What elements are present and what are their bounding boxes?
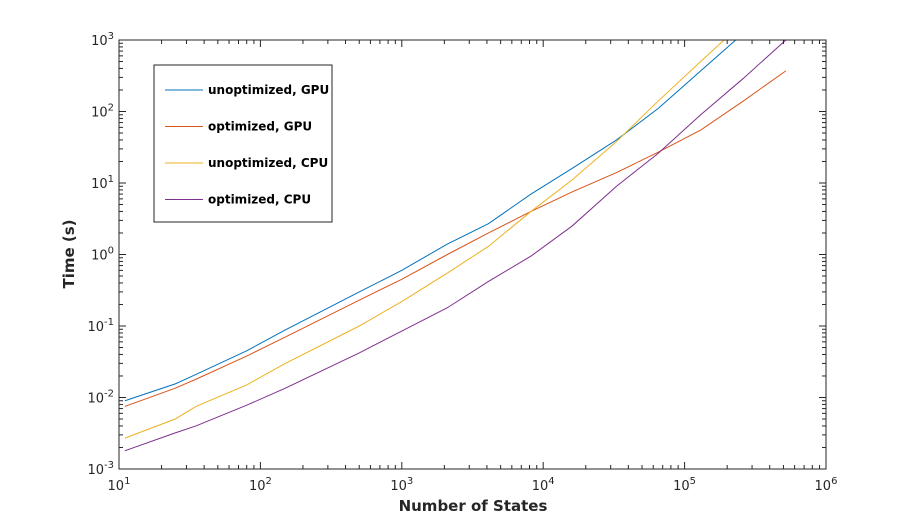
- y-axis-label: Time (s): [60, 219, 78, 288]
- y-tick-labels: 10-3 10-2 10-1 100 101 102 103: [87, 31, 114, 478]
- y-tick-label: 100: [91, 246, 114, 264]
- legend-label-1: optimized, GPU: [208, 120, 312, 134]
- x-tick-label: 102: [249, 476, 272, 494]
- x-axis-label: Number of States: [399, 497, 548, 515]
- x-tick-label: 106: [815, 476, 838, 494]
- legend-label-2: unoptimized, CPU: [208, 156, 328, 170]
- y-tick-label: 103: [91, 31, 114, 49]
- x-tick-label: 105: [673, 476, 696, 494]
- legend: unoptimized, GPU optimized, GPU unoptimize…: [153, 64, 333, 223]
- x-tick-label: 104: [532, 476, 555, 494]
- legend-entries: unoptimized, GPU optimized, GPU unoptimize…: [165, 83, 329, 207]
- tick-marks: [118, 40, 826, 470]
- plot-frame: [118, 39, 827, 470]
- y-tick-label: 102: [91, 103, 114, 121]
- legend-box: [153, 64, 333, 223]
- series-line-1: [124, 70, 787, 407]
- y-tick-label: 10-2: [87, 389, 114, 407]
- series-layer: [124, 40, 787, 452]
- legend-label-0: unoptimized, GPU: [208, 83, 329, 97]
- y-tick-label: 101: [91, 174, 114, 192]
- x-tick-labels: 101 102 103 104 105 106: [108, 476, 838, 494]
- legend-label-3: optimized, CPU: [208, 193, 311, 207]
- series-line-0: [124, 40, 737, 402]
- series-line-3: [124, 40, 787, 452]
- y-tick-label: 10-1: [87, 317, 114, 335]
- y-tick-label: 10-3: [87, 460, 114, 478]
- x-tick-label: 103: [390, 476, 413, 494]
- series-line-2: [124, 40, 725, 439]
- x-tick-label: 101: [108, 476, 131, 494]
